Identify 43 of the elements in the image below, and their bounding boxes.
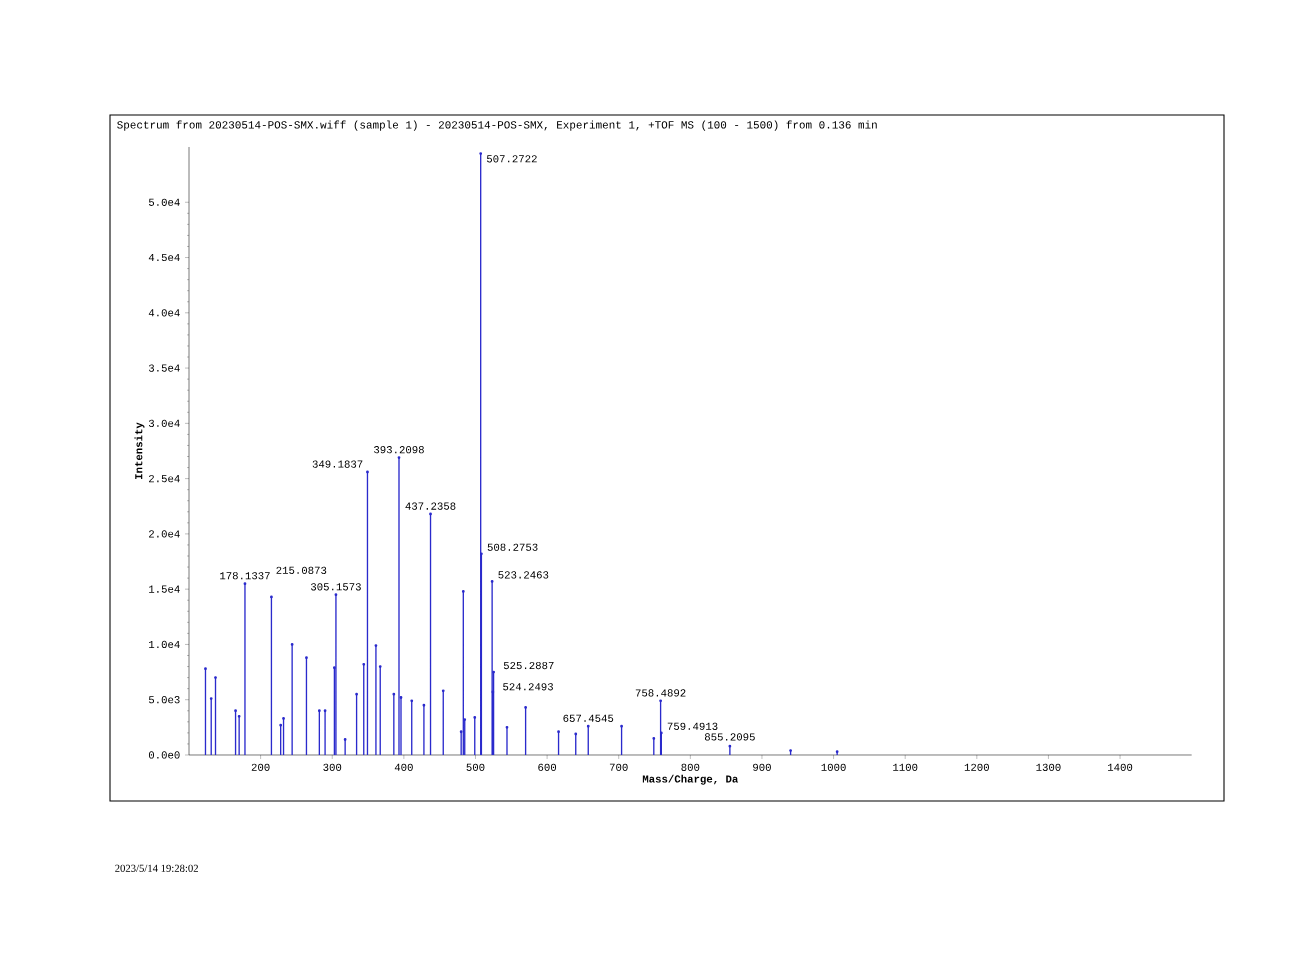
x-tick-label: 400 — [394, 763, 413, 771]
x-tick-label: 1400 — [1108, 763, 1133, 771]
annotation: 524.2493 — [503, 683, 553, 691]
y-tick-label: 3.0e4 — [148, 419, 180, 427]
annotation: 507.2722 — [486, 155, 537, 163]
x-tick-label: 1200 — [964, 763, 989, 771]
x-tick-label: 1000 — [821, 763, 846, 771]
y-tick-label: 1.5e4 — [149, 585, 180, 593]
y-tick-label: 0.0e0 — [148, 751, 180, 759]
annotation: 393.2098 — [374, 446, 424, 454]
y-tick-label: 1.0e4 — [149, 640, 180, 649]
chart-title: Spectrum from 20230514-POS-SMX.wiff (sample 1) - 20230514-POS-SMX, Experiment 1, +TOF MS (100 - 1500) from 0.136 min — [117, 120, 877, 131]
x-tick-label: 300 — [323, 763, 342, 771]
y-axis-title: Intensity — [134, 422, 145, 479]
annotation: 305.1573 — [311, 583, 361, 591]
x-tick-label: 600 — [538, 763, 557, 771]
x-tick-label: 1300 — [1036, 763, 1061, 771]
x-tick-label: 500 — [466, 763, 485, 771]
annotation: 178.1337 — [220, 572, 270, 580]
x-axis-title: Mass/Charge, Da — [642, 774, 739, 785]
y-tick-label: 5.0e3 — [148, 696, 180, 704]
y-tick-label: 4.0e4 — [148, 309, 180, 317]
x-tick-label: 200 — [251, 763, 270, 771]
x-tick-label: 1100 — [893, 763, 918, 771]
annotation: 855.2095 — [704, 733, 755, 741]
annotation: 525.2887 — [503, 661, 554, 670]
y-tick-label: 3.5e4 — [148, 364, 180, 372]
y-tick-label: 4.5e4 — [148, 253, 180, 262]
annotation: 508.2753 — [487, 543, 538, 551]
annotation: 215.0873 — [276, 566, 327, 574]
x-tick-label: 700 — [609, 763, 628, 771]
y-tick-label: 5.0e4 — [148, 198, 180, 206]
annotation: 437.2358 — [405, 502, 456, 510]
y-tick-label: 2.0e4 — [149, 530, 180, 538]
x-tick-label: 900 — [753, 763, 771, 771]
x-tick-label: 800 — [681, 763, 700, 771]
annotation: 523.2463 — [498, 571, 549, 579]
annotation: 759.4913 — [667, 722, 718, 730]
annotation: 758.4892 — [635, 689, 686, 697]
y-tick-label: 2.5e4 — [149, 475, 180, 483]
annotation: 657.4545 — [563, 714, 614, 722]
text: 2023/5/14 19:28:02 — [115, 864, 198, 872]
annotation: 349.1837 — [312, 460, 363, 468]
